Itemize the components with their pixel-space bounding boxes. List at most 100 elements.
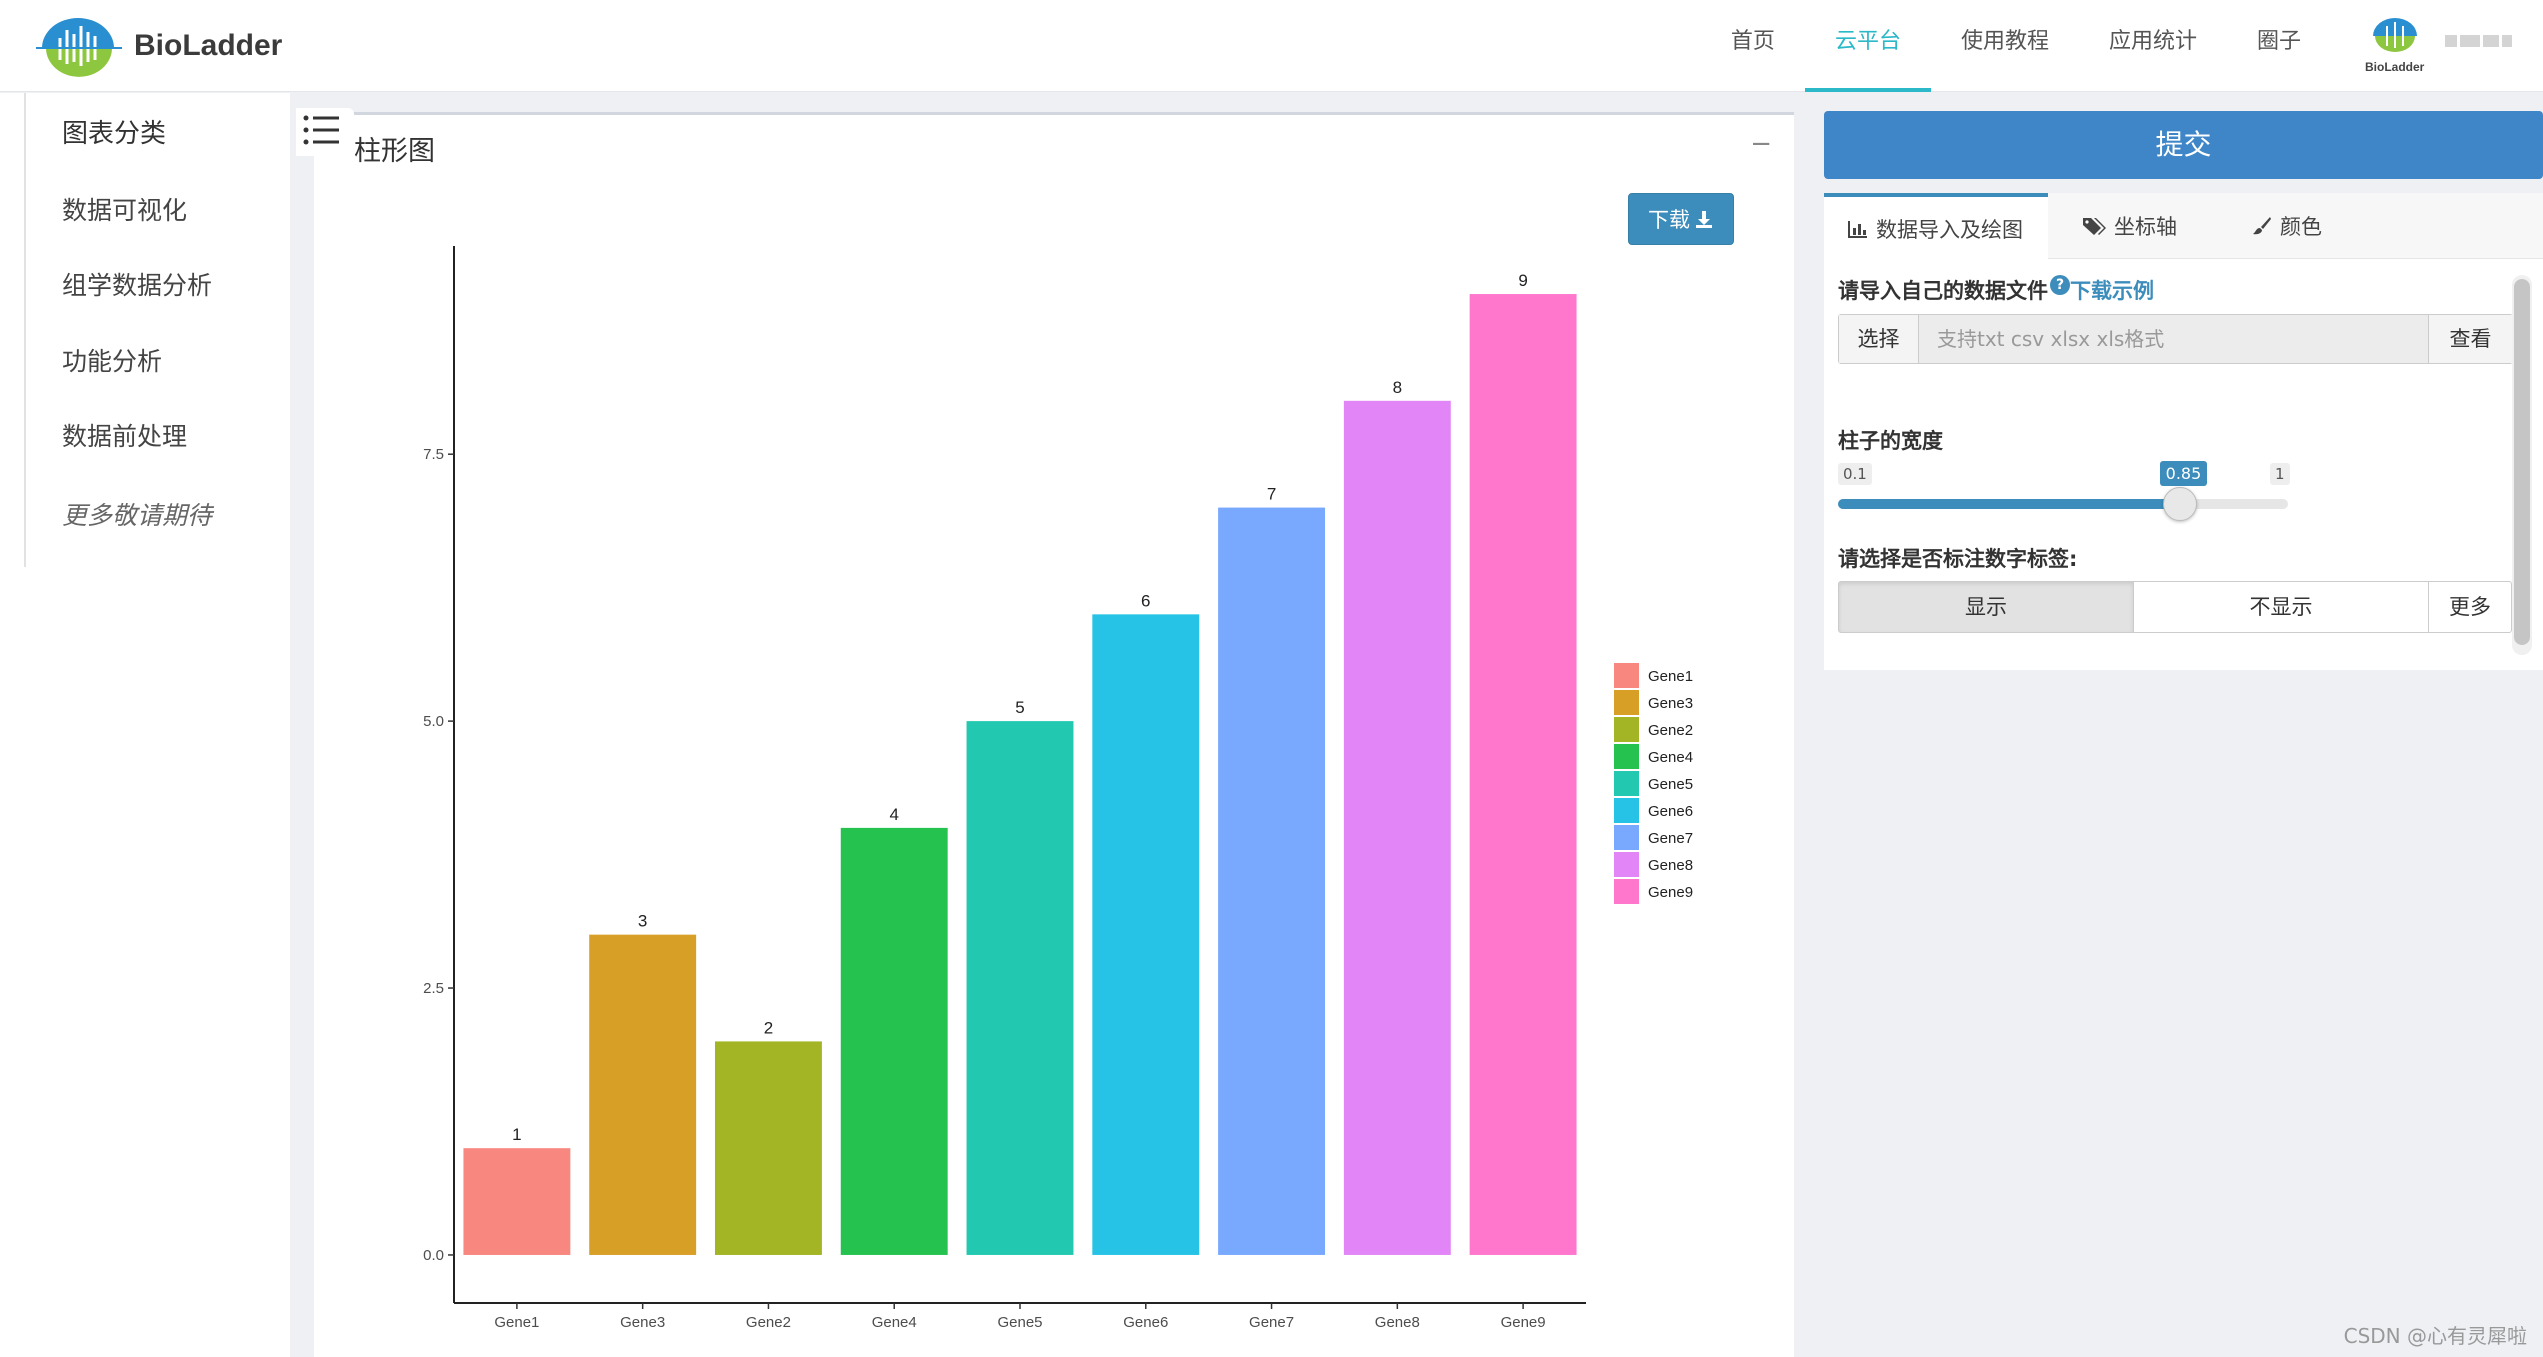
sidebar-header[interactable]: 图表分类 [62, 119, 167, 149]
tab-color[interactable]: 颜色 [2228, 193, 2346, 259]
y-tick-label: 5.0 [423, 713, 444, 730]
hide-labels-button[interactable]: 不显示 [2133, 581, 2429, 633]
bar-value-label: 9 [1518, 271, 1527, 290]
top-navbar: BioLadder 首页 云平台 使用教程 应用统计 圈子 BioLadder [0, 0, 2543, 92]
sidebar: 图表分类 数据可视化 组学数据分析 功能分析 数据前处理 更多敬请期待 [0, 93, 290, 1357]
x-tick-label: Gene6 [1123, 1314, 1168, 1331]
sidebar-toggle-button[interactable] [296, 108, 354, 156]
bar-gene8 [1343, 400, 1451, 1255]
legend-label: Gene7 [1648, 830, 1693, 847]
slider-value-label: 0.85 [2159, 461, 2208, 486]
x-tick-label: Gene5 [997, 1314, 1042, 1331]
minimize-button[interactable]: − [1750, 129, 1772, 159]
y-tick-label: 0.0 [423, 1247, 444, 1264]
legend-label: Gene5 [1648, 776, 1693, 793]
slider-max-label: 1 [2270, 463, 2290, 485]
legend-swatch-gene2 [1614, 717, 1639, 742]
tab-data-import[interactable]: 数据导入及绘图 [1824, 193, 2048, 260]
legend-swatch-gene4 [1614, 744, 1639, 769]
tab-data-import-label: 数据导入及绘图 [1876, 217, 2023, 242]
panel-title: 柱形图 [354, 136, 435, 167]
nav-home[interactable]: 首页 [1730, 29, 1775, 54]
list-menu-icon [303, 115, 339, 145]
main-nav: 首页 云平台 使用教程 应用统计 圈子 [1701, 0, 2331, 92]
x-tick-label: Gene1 [494, 1314, 539, 1331]
nav-app-stats[interactable]: 应用统计 [2108, 29, 2197, 54]
bar-value-label: 4 [889, 805, 898, 824]
legend-label: Gene4 [1648, 749, 1693, 766]
legend-label: Gene8 [1648, 857, 1693, 874]
legend-swatch-gene8 [1614, 852, 1639, 877]
slider-fill [1838, 499, 2180, 509]
more-options-button[interactable]: 更多 [2428, 581, 2512, 633]
bar-gene2 [714, 1041, 822, 1255]
legend-label: Gene9 [1648, 884, 1693, 901]
bar-gene3 [589, 934, 697, 1255]
bar-gene4 [840, 827, 948, 1255]
help-icon[interactable]: ? [2050, 275, 2070, 295]
download-button[interactable]: 下载 [1628, 193, 1734, 245]
tab-axis-label: 坐标轴 [2114, 215, 2177, 239]
sidebar-item-visualization[interactable]: 数据可视化 [62, 196, 188, 225]
watermark: CSDN @心有灵犀啦 [2343, 1324, 2527, 1348]
bar-width-slider[interactable] [1838, 487, 2288, 521]
settings-tabs: 数据导入及绘图 坐标轴 颜色 [1824, 193, 2543, 260]
slider-min-label: 0.1 [1838, 463, 1872, 485]
bar-value-label: 7 [1267, 485, 1276, 504]
avatar-label: BioLadder [2365, 60, 2425, 74]
bar-gene1 [463, 1148, 571, 1255]
bar-value-label: 2 [764, 1018, 773, 1037]
tab-axis[interactable]: 坐标轴 [2058, 193, 2201, 259]
view-file-button[interactable]: 查看 [2428, 315, 2512, 363]
paint-brush-icon [2253, 217, 2271, 235]
bar-gene5 [966, 721, 1074, 1255]
download-label: 下载 [1648, 208, 1690, 232]
sidebar-item-omics[interactable]: 组学数据分析 [62, 271, 213, 300]
legend-swatch-gene1 [1614, 663, 1639, 688]
sidebar-item-function[interactable]: 功能分析 [62, 347, 163, 376]
x-tick-label: Gene7 [1249, 1314, 1294, 1331]
legend-label: Gene3 [1648, 695, 1693, 712]
tab-color-label: 颜色 [2280, 215, 2322, 239]
sidebar-item-more: 更多敬请期待 [62, 501, 213, 530]
scroll-thumb[interactable] [2514, 279, 2530, 645]
legend-label: Gene1 [1648, 668, 1693, 685]
bar-gene9 [1469, 294, 1577, 1255]
y-tick-label: 2.5 [423, 980, 444, 997]
x-tick-label: Gene8 [1375, 1314, 1420, 1331]
x-tick-label: Gene4 [872, 1314, 917, 1331]
nav-tutorial[interactable]: 使用教程 [1960, 29, 2049, 54]
show-labels-button[interactable]: 显示 [1838, 581, 2134, 633]
download-example-link[interactable]: 下载示例 [2070, 279, 2154, 303]
file-path-input[interactable]: 支持txt csv xlsx xls格式 [1919, 315, 2428, 363]
nav-community[interactable]: 圈子 [2256, 29, 2301, 54]
submit-button[interactable]: 提交 [1824, 111, 2543, 179]
x-tick-label: Gene2 [746, 1314, 791, 1331]
legend-swatch-gene5 [1614, 771, 1639, 796]
nav-cloud-platform[interactable]: 云平台 [1804, 0, 1931, 92]
x-tick-label: Gene3 [620, 1314, 665, 1331]
user-name-redacted[interactable] [2445, 30, 2515, 54]
legend-label: Gene2 [1648, 722, 1693, 739]
tags-icon [2083, 218, 2106, 235]
settings-scrollbar[interactable] [2512, 275, 2532, 655]
bar-value-label: 1 [512, 1125, 521, 1144]
bioladder-logo-icon [36, 14, 126, 78]
x-tick-label: Gene9 [1501, 1314, 1546, 1331]
import-label: 请导入自己的数据文件 [1838, 279, 2048, 303]
sidebar-item-preprocess[interactable]: 数据前处理 [62, 422, 188, 451]
avatar[interactable]: BioLadder [2365, 14, 2433, 78]
settings-panel: 数据导入及绘图 坐标轴 颜色 请导入自己的数据文件? 下载示例 选择 支持txt … [1824, 193, 2543, 670]
bar-value-label: 5 [1015, 698, 1024, 717]
bar-chart: 0.0 2.5 5.0 7.5 1 Gene1 3 Gene3 2 Gene2 4 Gene4 5 Gen… [423, 246, 1693, 1331]
bioladder-avatar-icon [2373, 18, 2417, 52]
legend-swatch-gene6 [1614, 798, 1639, 823]
sidebar-divider [24, 93, 26, 567]
download-icon [1696, 211, 1712, 228]
file-choose-button[interactable]: 选择 [1839, 315, 1919, 363]
brand-logo[interactable]: BioLadder [36, 10, 282, 82]
bar-width-label: 柱子的宽度 [1838, 429, 1943, 453]
slider-handle[interactable] [2162, 487, 2197, 521]
show-labels-question: 请选择是否标注数字标签: [1838, 547, 2078, 571]
chart-panel: 0.0 2.5 5.0 7.5 1 Gene1 3 Gene3 2 Gene2 4 Gene4 5 Gen… [314, 112, 1794, 1357]
